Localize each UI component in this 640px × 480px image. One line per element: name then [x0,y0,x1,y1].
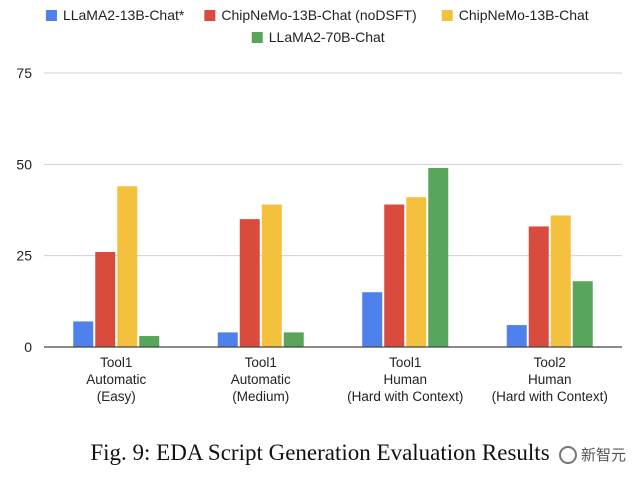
y-tick-label: 50 [16,156,32,172]
bar-series1-cat4 [506,325,527,347]
x-axis-labels: Tool1 Automatic (Easy) Tool1 Automatic (Mediu… [86,355,608,404]
bar-series2-cat4 [528,226,549,347]
legend-label: ChipNeMo-13B-Chat (noDSFT) [221,7,416,23]
x-tick-label: Tool1 Automatic (Easy) [86,355,146,404]
y-tick-label: 0 [24,339,32,355]
legend: LLaMA2-13B-Chat* ChipNeMo-13B-Chat (noDSF… [45,7,589,45]
bar-series3-cat1 [117,186,138,347]
x-tick-label: Tool1 Automatic (Medium) [231,355,291,404]
watermark: 新智元 [558,444,626,465]
bar-series2-cat2 [239,219,260,347]
legend-label: LLaMA2-13B-Chat* [63,7,185,23]
gridlines [44,72,622,257]
bar-series1-cat2 [217,332,238,347]
legend-label: ChipNeMo-13B-Chat [459,7,589,23]
bar-series4-cat4 [572,281,593,347]
figure-caption: Fig. 9: EDA Script Generation Evaluation… [90,440,550,465]
y-axis-ticks: 0 25 50 75 [16,65,32,355]
bar-series1-cat3 [362,292,383,347]
bar-series2-cat1 [95,252,116,347]
watermark-logo-icon [558,445,577,464]
bar-series1-cat1 [73,321,94,347]
bars [73,167,593,347]
bar-series4-cat3 [428,167,449,347]
legend-swatch [204,10,216,21]
bar-chart: LLaMA2-13B-Chat* ChipNeMo-13B-Chat (noDSF… [16,7,622,404]
legend-swatch [441,10,453,21]
bar-series2-cat3 [384,204,405,347]
bar-series3-cat3 [406,197,427,347]
legend-swatch [45,10,57,21]
watermark-text: 新智元 [580,446,626,464]
legend-label: LLaMA2-70B-Chat [269,29,385,45]
bar-series3-cat2 [261,204,282,347]
bar-series3-cat4 [550,215,571,347]
y-tick-label: 75 [16,65,32,81]
x-tick-label: Tool1 Human (Hard with Context) [347,355,463,404]
x-tick-label: Tool2 Human (Hard with Context) [492,355,608,404]
y-tick-label: 25 [16,248,32,264]
bar-series4-cat1 [139,336,160,347]
legend-swatch [251,32,263,43]
bar-series4-cat2 [283,332,304,347]
